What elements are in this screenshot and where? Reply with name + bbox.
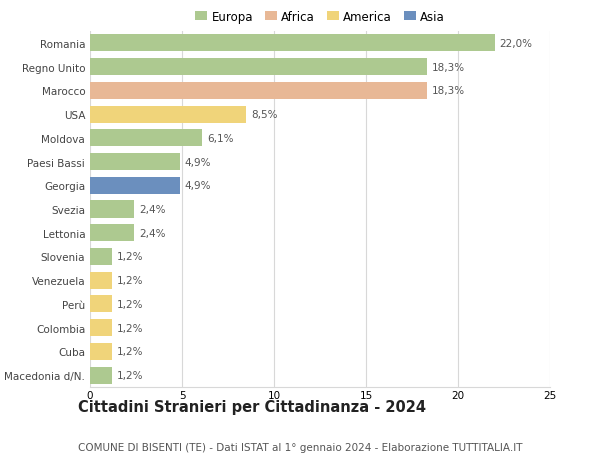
Text: 1,2%: 1,2% bbox=[116, 299, 143, 309]
Text: 1,2%: 1,2% bbox=[116, 370, 143, 381]
Text: 18,3%: 18,3% bbox=[431, 62, 464, 73]
Text: 18,3%: 18,3% bbox=[431, 86, 464, 96]
Bar bbox=[90, 319, 112, 336]
Text: 6,1%: 6,1% bbox=[207, 134, 233, 144]
Text: 1,2%: 1,2% bbox=[116, 275, 143, 285]
Text: 2,4%: 2,4% bbox=[139, 205, 165, 214]
Text: 22,0%: 22,0% bbox=[499, 39, 532, 49]
Text: 1,2%: 1,2% bbox=[116, 347, 143, 357]
Text: 2,4%: 2,4% bbox=[139, 228, 165, 238]
Bar bbox=[90, 343, 112, 360]
Bar bbox=[90, 296, 112, 313]
Bar bbox=[90, 106, 247, 123]
Bar bbox=[90, 154, 180, 171]
Text: 4,9%: 4,9% bbox=[185, 181, 211, 191]
Bar bbox=[90, 59, 427, 76]
Bar bbox=[90, 201, 134, 218]
Bar bbox=[90, 272, 112, 289]
Text: 8,5%: 8,5% bbox=[251, 110, 277, 120]
Bar bbox=[90, 177, 180, 195]
Bar bbox=[90, 248, 112, 265]
Bar bbox=[90, 225, 134, 242]
Bar bbox=[90, 130, 202, 147]
Bar bbox=[90, 367, 112, 384]
Text: 4,9%: 4,9% bbox=[185, 157, 211, 167]
Text: 1,2%: 1,2% bbox=[116, 252, 143, 262]
Text: COMUNE DI BISENTI (TE) - Dati ISTAT al 1° gennaio 2024 - Elaborazione TUTTITALIA: COMUNE DI BISENTI (TE) - Dati ISTAT al 1… bbox=[78, 442, 523, 453]
Legend: Europa, Africa, America, Asia: Europa, Africa, America, Asia bbox=[190, 6, 450, 28]
Bar bbox=[90, 83, 427, 100]
Text: Cittadini Stranieri per Cittadinanza - 2024: Cittadini Stranieri per Cittadinanza - 2… bbox=[78, 399, 426, 414]
Text: 1,2%: 1,2% bbox=[116, 323, 143, 333]
Bar bbox=[90, 35, 495, 52]
